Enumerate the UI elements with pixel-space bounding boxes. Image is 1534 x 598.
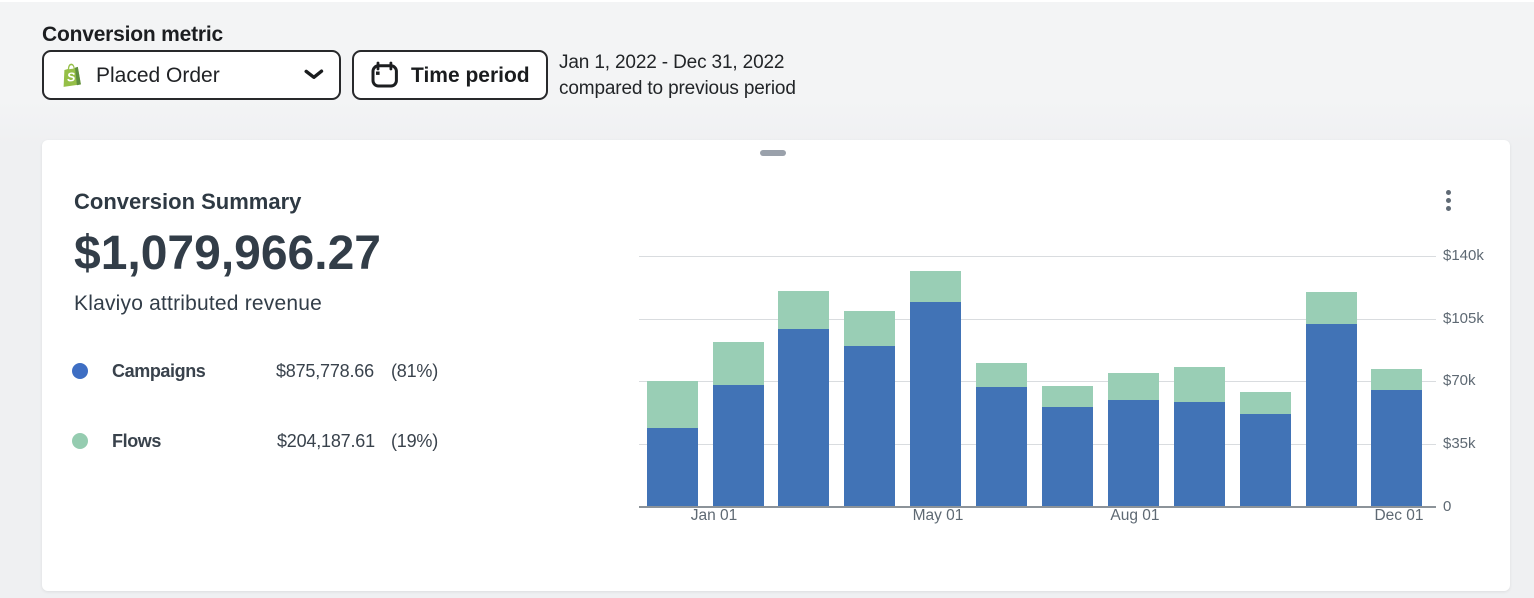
svg-text:S: S xyxy=(67,70,77,85)
